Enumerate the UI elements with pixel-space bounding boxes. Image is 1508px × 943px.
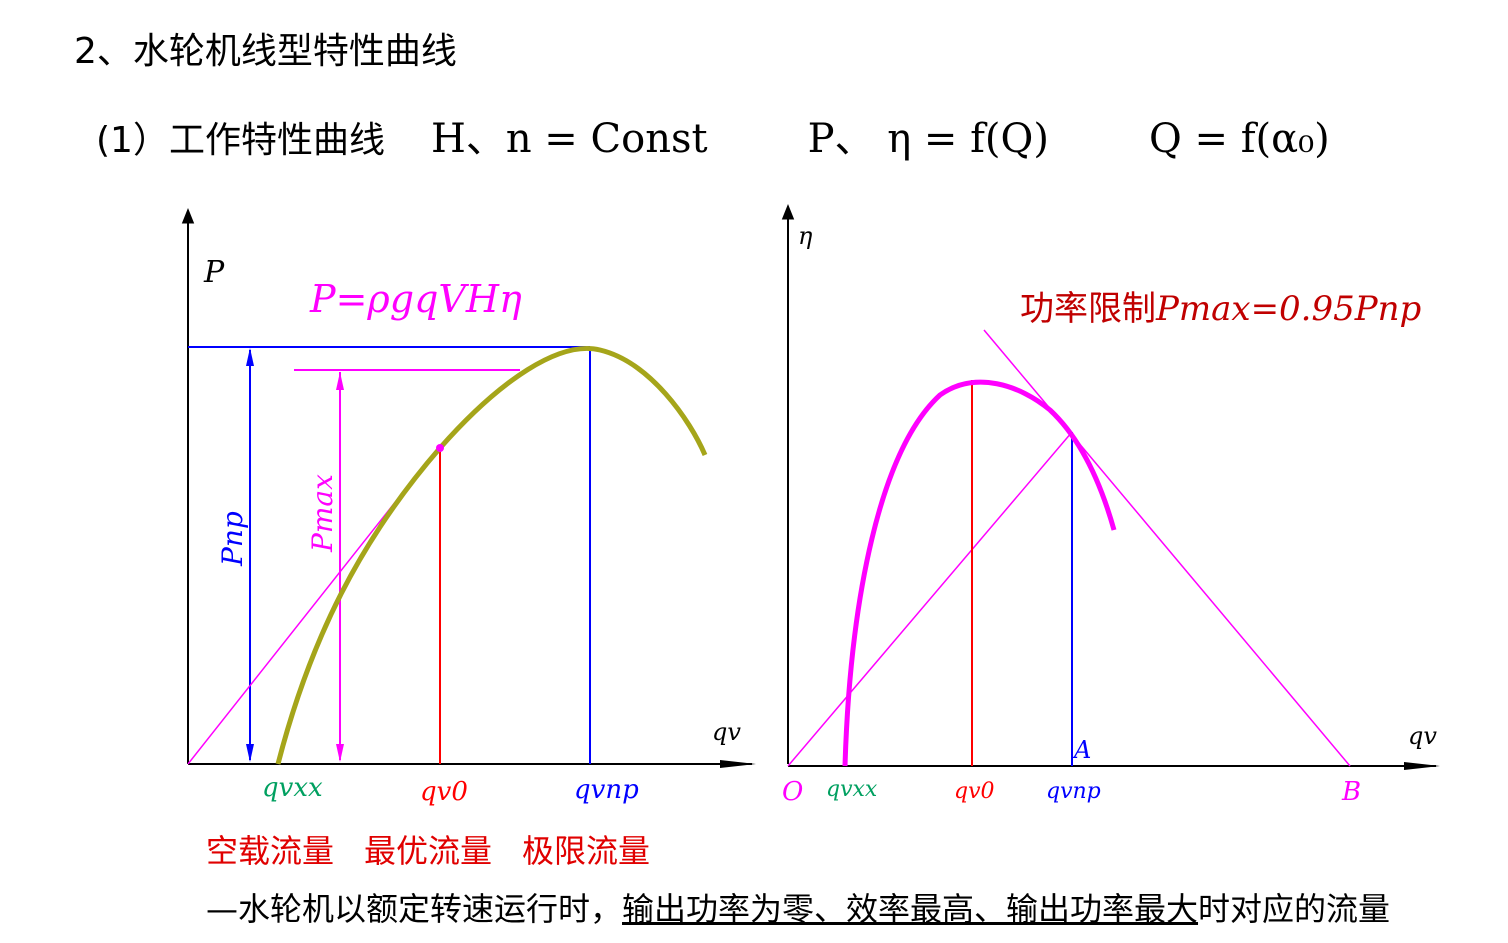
left-x-arrow-icon (720, 760, 756, 768)
left-y-arrow-icon (181, 207, 195, 224)
pmax-label: Pmax (306, 474, 339, 553)
note-suffix: 时对应的流量 (1198, 890, 1391, 928)
right-tick-qvxx: qvxx (826, 777, 878, 802)
left-x-label: qv (712, 718, 741, 746)
right-x-arrow-icon (1404, 762, 1440, 770)
origin-label: O (782, 777, 803, 807)
power-formula: P=ρgqVHη (309, 277, 522, 321)
left-tick-qvxx: qvxx (262, 773, 323, 803)
pmax-arrow-bottom-icon (336, 744, 344, 762)
page-heading: 2、水轮机线型特性曲线 (74, 31, 457, 72)
pnp-label: Pnp (216, 511, 249, 567)
subheading-row: (1）工作特性曲线 H、n = Const P、 η = f(Q) Q = f(α₀) (96, 106, 1330, 164)
no-load-flow-label: 空载流量 (206, 832, 335, 870)
efficiency-curve (842, 379, 1117, 767)
right-x-label: qv (1408, 722, 1437, 750)
pnp-arrow-top-icon (246, 348, 254, 366)
flow-guide-vane-relation: Q = f(α₀) (1148, 116, 1330, 162)
right-y-label: η (798, 222, 813, 250)
right-y-arrow-icon (781, 203, 795, 220)
left-tick-qvnp: qvnp (574, 775, 639, 805)
condition-formula: H、n = Const (430, 116, 708, 162)
limit-flow-label: 极限流量 (522, 832, 651, 870)
explanation-note: —水轮机以额定转速运行时，输出功率为零、效率最高、输出功率最大时对应的流量 (206, 884, 1390, 930)
left-tick-qv0: qv0 (420, 777, 468, 807)
power-limit-formula: Pmax=0.95Pnp (1155, 289, 1421, 329)
right-tick-qvnp: qvnp (1046, 779, 1101, 804)
right-tick-qv0: qv0 (954, 779, 995, 804)
note-underlined: 输出功率为零、效率最高、输出功率最大 (622, 890, 1199, 928)
power-limit-text: 功率限制 (1020, 289, 1156, 329)
left-chart: P qv P=ρgqVHη Pnp Pmax qvxx qv0 qvnp (181, 207, 756, 807)
power-curve (275, 346, 708, 765)
point-a-label: A (1072, 736, 1091, 764)
left-y-label: P (203, 255, 225, 290)
power-limit-annotation: 功率限制Pmax=0.95Pnp (1020, 289, 1421, 329)
power-efficiency-relation: P、 η = f(Q) (807, 116, 1049, 162)
note-prefix: —水轮机以额定转速运行时， (206, 890, 623, 928)
flow-labels: 空载流量 最优流量 极限流量 (206, 826, 680, 872)
pnp-arrow-bottom-icon (246, 744, 254, 762)
optimal-flow-label: 最优流量 (364, 832, 493, 870)
right-chart: η qv 功率限制Pmax=0.95Pnp O A B qvxx qv0 qvn… (781, 203, 1440, 807)
tangent-to-b-line (983, 329, 1351, 767)
origin-diagonal (787, 431, 1073, 767)
tangent-point (436, 444, 444, 452)
subheading-label: (1）工作特性曲线 (96, 120, 385, 161)
pmax-arrow-top-icon (336, 372, 344, 390)
point-b-label: B (1341, 777, 1361, 807)
